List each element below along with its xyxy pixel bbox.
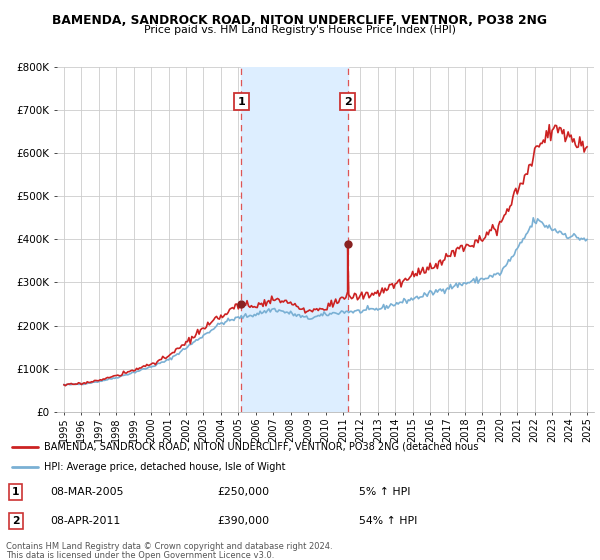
Text: BAMENDA, SANDROCK ROAD, NITON UNDERCLIFF, VENTNOR, PO38 2NG: BAMENDA, SANDROCK ROAD, NITON UNDERCLIFF… bbox=[53, 14, 548, 27]
Text: Price paid vs. HM Land Registry's House Price Index (HPI): Price paid vs. HM Land Registry's House … bbox=[144, 25, 456, 35]
Text: HPI: Average price, detached house, Isle of Wight: HPI: Average price, detached house, Isle… bbox=[44, 462, 286, 472]
Text: BAMENDA, SANDROCK ROAD, NITON UNDERCLIFF, VENTNOR, PO38 2NG (detached hous: BAMENDA, SANDROCK ROAD, NITON UNDERCLIFF… bbox=[44, 442, 479, 452]
Text: 1: 1 bbox=[12, 487, 19, 497]
Text: £250,000: £250,000 bbox=[218, 487, 270, 497]
Text: 1: 1 bbox=[238, 97, 245, 106]
Text: 2: 2 bbox=[344, 97, 352, 106]
Text: 08-APR-2011: 08-APR-2011 bbox=[50, 516, 121, 526]
Text: This data is licensed under the Open Government Licence v3.0.: This data is licensed under the Open Gov… bbox=[6, 551, 274, 560]
Text: 54% ↑ HPI: 54% ↑ HPI bbox=[359, 516, 417, 526]
Text: Contains HM Land Registry data © Crown copyright and database right 2024.: Contains HM Land Registry data © Crown c… bbox=[6, 542, 332, 551]
Text: 5% ↑ HPI: 5% ↑ HPI bbox=[359, 487, 410, 497]
Text: £390,000: £390,000 bbox=[218, 516, 270, 526]
Text: 2: 2 bbox=[12, 516, 20, 526]
Bar bbox=[241, 67, 347, 412]
Text: 08-MAR-2005: 08-MAR-2005 bbox=[50, 487, 124, 497]
